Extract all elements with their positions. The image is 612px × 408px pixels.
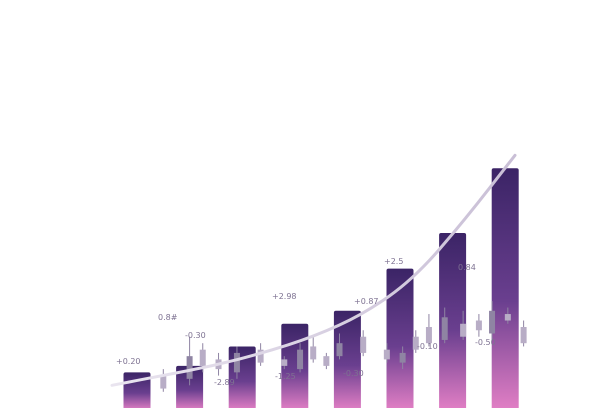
- bar: [176, 365, 204, 408]
- candlestick: [186, 336, 193, 386]
- data-label: -2.89: [214, 378, 235, 387]
- candle-body: [257, 349, 264, 363]
- data-label: -1.25: [275, 372, 296, 381]
- candlestick: [412, 330, 419, 353]
- candle-body: [281, 359, 288, 366]
- candle-body: [460, 323, 467, 337]
- data-label: 0.84: [458, 263, 476, 272]
- bar: [491, 168, 519, 408]
- candlestick: [383, 343, 390, 363]
- candlestick: [297, 343, 304, 373]
- candlestick: [160, 369, 167, 392]
- candle-body: [441, 317, 448, 340]
- candle-body: [399, 352, 406, 363]
- candle-body: [412, 336, 419, 350]
- candle-body: [160, 375, 167, 389]
- candle-body: [186, 356, 193, 379]
- candlestick: [336, 333, 343, 360]
- data-label: -0.50: [475, 338, 496, 347]
- candle-body: [489, 310, 496, 334]
- candle-body: [297, 349, 304, 370]
- trend-line: [110, 153, 517, 387]
- candle-body: [336, 343, 343, 357]
- candlestick: [475, 314, 482, 337]
- candle-body: [360, 336, 367, 353]
- candlestick: [504, 307, 511, 324]
- candlestick: [460, 310, 467, 340]
- candlestick: [360, 330, 367, 357]
- candle-body: [475, 320, 482, 331]
- candlestick: [323, 352, 330, 370]
- data-label: -0.10: [417, 342, 438, 351]
- candle-body: [520, 327, 527, 344]
- candle-body: [504, 314, 511, 321]
- candlestick: [489, 301, 496, 340]
- bar: [386, 268, 414, 408]
- candlestick: [310, 336, 317, 363]
- candle-body: [383, 349, 390, 360]
- data-label: +0.87: [354, 297, 379, 306]
- candlestick: [399, 346, 406, 370]
- candle-body: [323, 356, 330, 366]
- candle-body: [199, 349, 206, 366]
- data-label: -0.30: [343, 369, 364, 378]
- candlestick: [425, 314, 432, 347]
- candlestick-series: [160, 301, 527, 392]
- data-label: 0.8#: [158, 313, 178, 322]
- data-label: +2.5: [384, 257, 403, 266]
- candlestick: [441, 307, 448, 344]
- data-label: +0.20: [116, 357, 141, 366]
- candlestick: [281, 356, 288, 370]
- candle-body: [425, 327, 432, 344]
- candlestick: [520, 320, 527, 347]
- bar: [333, 310, 361, 408]
- data-label: +2.98: [272, 292, 297, 301]
- candlestick: [233, 346, 240, 379]
- candle-body: [310, 346, 317, 360]
- bar: [439, 233, 467, 408]
- data-label: -0.30: [185, 331, 206, 340]
- data-labels: +0.20 0.8# -0.30 -2.89 +2.98 -1.25 +0.87…: [116, 257, 496, 387]
- candle-body: [233, 352, 240, 373]
